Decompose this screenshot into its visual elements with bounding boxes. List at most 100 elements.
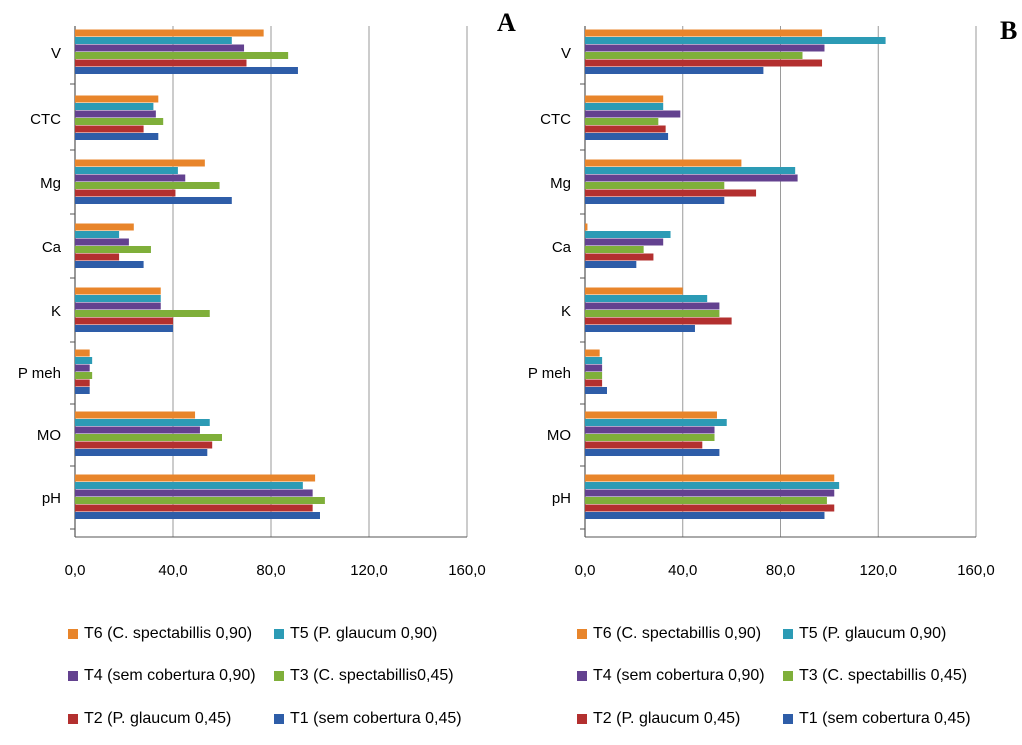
bar-b-t1-ctc [585,133,669,140]
bar-a-t2-mo [75,441,213,449]
legend-item-a-t2: T2 (P. glaucum 0,45) [68,710,231,728]
bar-b-t3-k [585,310,720,317]
bar-b-t6-k [585,287,683,295]
legend-label: T6 (C. spectabillis 0,90) [593,625,762,642]
bar-a-t4-ctc [75,110,156,118]
bar-a-t1-ctc [75,133,159,140]
bar-a-t6-ph [75,474,316,482]
x-tick-label-b: 40,0 [668,562,697,579]
bar-a-t4-ca [75,238,129,246]
bar-b-t1-v [585,67,764,74]
bar-a-t1-p-meh [75,387,90,394]
bar-a-t4-mg [75,174,186,182]
bar-a-t2-p-meh [75,379,90,387]
legend-item-b-t1: T1 (sem cobertura 0,45) [783,710,971,728]
legend-swatch [783,714,793,724]
x-tick-label-a: 0,0 [65,562,86,579]
bar-b-t6-mg [585,159,742,167]
x-tick-label-a: 40,0 [158,562,187,579]
bar-a-t2-ph [75,504,313,512]
bar-a-t6-p-meh [75,349,90,357]
legend-item-b-t5: T5 (P. glaucum 0,90) [783,625,946,643]
bar-a-t5-ca [75,231,120,238]
bar-b-t1-ph [585,512,825,519]
category-label-b: CTC [540,111,571,128]
bar-a-t3-k [75,310,210,317]
bar-b-t4-v [585,44,825,52]
legend-swatch [577,629,587,639]
panel-label-a: A [497,8,516,37]
bar-b-t5-ca [585,231,671,238]
bar-b-t2-mg [585,189,757,197]
bar-b-t3-p-meh [585,372,603,379]
bar-a-t3-ph [75,497,325,504]
bar-b-t4-ca [585,238,664,246]
bar-b-t3-ca [585,246,644,253]
bar-a-t6-mg [75,159,205,167]
category-label-a: Mg [40,175,61,192]
legend-swatch [274,714,284,724]
bar-a-t5-ph [75,482,303,489]
bar-a-t3-mg [75,182,220,189]
legend-label: T2 (P. glaucum 0,45) [84,710,232,727]
legend-label: T6 (C. spectabillis 0,90) [84,625,253,642]
bar-a-t1-mo [75,449,208,456]
bar-a-t6-k [75,287,161,295]
bar-a-t5-mg [75,167,178,174]
category-label-b: P meh [528,365,571,382]
bar-b-t2-mo [585,441,703,449]
x-tick-label-a: 80,0 [256,562,285,579]
x-tick-label-b: 160,0 [957,562,995,579]
bar-b-t1-k [585,325,695,332]
legend-label: T4 (sem cobertura 0,90) [84,667,256,684]
category-label-a: P meh [18,365,61,382]
legend-item-a-t5: T5 (P. glaucum 0,90) [274,625,437,643]
legend-item-b-t2: T2 (P. glaucum 0,45) [577,710,740,728]
bar-b-t5-ph [585,482,840,489]
bar-b-t4-ph [585,489,835,497]
bar-a-t2-ca [75,253,120,261]
x-tick-label-b: 120,0 [859,562,897,579]
bar-a-t2-ctc [75,125,144,133]
x-tick-label-a: 120,0 [350,562,388,579]
category-label-b: V [561,45,571,62]
category-label-b: MO [547,427,571,444]
legend-item-b-t3: T3 (C. spectabillis 0,45) [783,667,967,685]
legend-label: T5 (P. glaucum 0,90) [799,625,947,642]
bar-b-t2-p-meh [585,379,603,387]
bar-b-t2-v [585,59,823,67]
bar-b-t6-ca [585,223,588,231]
bar-a-t4-p-meh [75,364,90,372]
bar-b-t5-mo [585,419,727,426]
bar-a-t4-mo [75,426,200,434]
bar-b-t1-ca [585,261,637,268]
bar-a-t1-ph [75,512,320,519]
bar-b-t3-v [585,52,803,59]
bar-b-t4-ctc [585,110,681,118]
x-tick-label-b: 0,0 [575,562,596,579]
legend-label: T3 (C. spectabillis0,45) [290,667,454,684]
legend-label: T5 (P. glaucum 0,90) [290,625,438,642]
bar-b-t6-ph [585,474,835,482]
bar-b-t5-mg [585,167,796,174]
bar-b-t2-ctc [585,125,666,133]
legend-swatch [577,671,587,681]
x-tick-label-b: 80,0 [766,562,795,579]
legend-swatch [274,629,284,639]
bar-b-t2-ca [585,253,654,261]
bar-b-t5-k [585,295,708,302]
bar-a-t3-v [75,52,289,59]
x-tick-label-a: 160,0 [448,562,486,579]
legend-swatch [783,629,793,639]
bar-a-t3-mo [75,434,222,441]
bar-a-t3-ctc [75,118,164,125]
legend-label: T4 (sem cobertura 0,90) [593,667,765,684]
bar-a-t6-ca [75,223,134,231]
category-label-a: V [51,45,61,62]
bar-b-t6-p-meh [585,349,600,357]
category-label-a: MO [37,427,61,444]
legend-swatch [68,714,78,724]
category-label-b: pH [552,490,571,507]
legend-swatch [274,671,284,681]
